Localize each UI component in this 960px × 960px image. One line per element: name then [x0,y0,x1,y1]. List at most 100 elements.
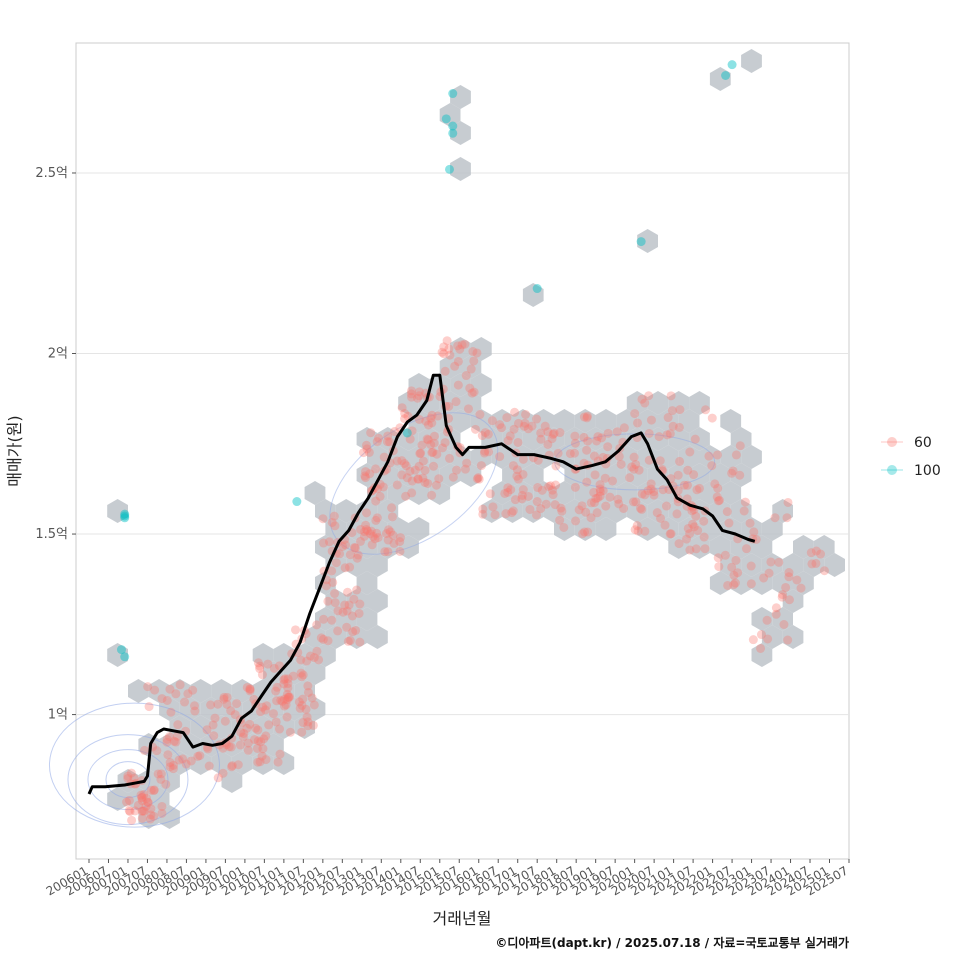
point-60 [682,480,692,490]
point-60 [279,675,289,685]
point-60 [461,371,471,381]
point-60 [164,732,174,742]
point-60 [589,451,599,461]
point-60 [619,503,629,513]
hexbin-cell [761,553,783,577]
point-60 [437,347,447,357]
hexbin-cell [574,409,596,433]
point-60 [450,361,460,371]
hexbin-cell [668,463,690,487]
point-100 [441,114,451,124]
point-60 [536,434,546,444]
point-60 [157,808,167,818]
point-60 [518,454,528,464]
point-60 [256,707,266,717]
point-60 [392,480,402,490]
hexbin-cell [709,571,731,595]
point-60 [616,459,626,469]
hexbin-cell [813,535,835,559]
point-60 [307,693,317,703]
hexbin-cell [720,409,742,433]
point-60 [586,498,596,508]
point-60 [370,534,380,544]
point-60 [321,581,331,591]
point-60 [213,699,223,709]
point-60 [630,525,640,535]
point-60 [673,486,683,496]
point-60 [589,487,599,497]
point-60 [536,504,546,514]
point-60 [665,529,675,539]
point-60 [722,507,732,517]
point-60 [323,636,333,646]
point-60 [137,792,147,802]
point-60 [309,653,319,663]
point-60 [138,806,148,816]
point-60 [746,561,756,571]
point-60 [713,483,723,493]
hexbin-cell [107,787,128,811]
point-60 [297,672,307,682]
hexbin-cell [491,445,513,469]
point-60 [448,472,458,482]
point-60 [312,620,322,630]
point-60 [627,462,637,472]
point-60 [792,575,802,585]
point-60 [463,404,473,414]
point-60 [335,549,345,559]
point-60 [579,412,589,422]
hexbin-cell [387,481,409,505]
point-60 [354,608,364,618]
point-60 [166,707,176,717]
hexbin-cell [730,463,752,487]
point-60 [557,506,567,516]
point-60 [344,600,354,610]
point-60 [242,723,252,733]
point-60 [444,344,454,354]
point-60 [273,757,283,767]
point-60 [349,594,359,604]
hexbin-cell [367,625,388,649]
point-60 [582,445,592,455]
point-60 [365,469,375,479]
hexbin-cell [616,445,638,469]
hexbin-cell [502,499,523,523]
hexbin-cell [117,769,139,793]
point-60 [569,448,579,458]
point-60 [318,634,328,644]
point-60 [260,705,270,715]
point-60 [150,685,160,695]
point-60 [123,771,133,781]
point-60 [250,735,260,745]
point-60 [282,712,292,722]
point-60 [367,540,377,550]
point-60 [284,692,294,702]
point-60 [452,465,462,475]
point-60 [503,487,513,497]
hexbin-cell [190,715,212,739]
point-60 [444,401,454,411]
point-60 [174,755,184,765]
point-60 [366,428,376,438]
point-60 [371,496,381,506]
point-60 [385,437,395,447]
hexbin-cell [522,283,544,307]
hexbin-cell [377,499,399,523]
point-60 [417,440,427,450]
point-60 [453,341,463,351]
point-60 [188,685,198,695]
point-60 [591,493,601,503]
hexbin-cell [554,445,575,469]
point-60 [600,473,610,483]
point-60 [351,625,361,635]
point-60 [455,344,465,354]
point-60 [512,465,522,475]
point-60 [400,409,410,419]
point-60 [595,491,605,501]
point-60 [275,749,285,759]
hexbin-cell [304,481,326,505]
hexbin-cell [159,697,180,721]
point-60 [272,696,282,706]
point-60 [353,550,363,560]
point-60 [124,806,134,816]
